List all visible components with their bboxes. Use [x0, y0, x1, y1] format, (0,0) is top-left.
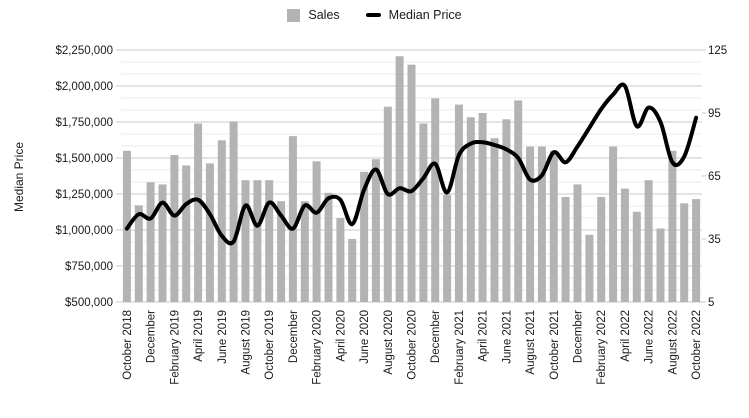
x-axis-tick-label: June 2021 — [501, 310, 513, 364]
sales-bar — [194, 123, 203, 302]
sales-bar — [324, 192, 333, 302]
sales-bar — [407, 64, 416, 302]
sales-bar — [466, 117, 475, 302]
sales-bar — [561, 197, 570, 302]
sales-bar — [265, 180, 274, 302]
left-axis-tick-label: $2,250,000 — [55, 45, 113, 57]
sales-bar — [336, 218, 345, 302]
x-axis-tick-label: August 2022 — [667, 310, 679, 375]
sales-bar — [597, 197, 606, 302]
x-axis-tick-label: April 2020 — [335, 310, 347, 362]
sales-swatch-icon — [287, 8, 301, 22]
sales-bar — [454, 104, 463, 302]
sales-bar — [360, 171, 369, 302]
sales-bar — [182, 165, 191, 302]
x-axis-tick-label: December — [430, 310, 442, 363]
x-axis-tick-label: August 2021 — [525, 310, 537, 375]
sales-bar — [573, 184, 582, 302]
median-price-swatch-icon — [365, 13, 381, 17]
left-axis-tick-label: $750,000 — [65, 261, 113, 273]
legend-median-price-label: Median Price — [388, 8, 462, 22]
sales-bar — [146, 182, 155, 302]
x-axis-tick-label: June 2020 — [359, 310, 371, 364]
sales-bar — [620, 188, 629, 302]
sales-bar — [668, 150, 677, 302]
sales-bar — [205, 163, 214, 302]
x-axis-tick-label: December — [573, 310, 585, 363]
sales-bar — [490, 138, 499, 302]
sales-bar — [443, 194, 452, 302]
sales-bar — [395, 56, 404, 302]
x-axis-tick-label: February 2020 — [312, 310, 324, 385]
sales-bar — [158, 184, 167, 302]
right-axis-tick-label: 95 — [708, 108, 721, 120]
right-axis-tick-label: 35 — [708, 234, 721, 246]
sales-bar — [383, 106, 392, 302]
x-axis-tick-label: October 2018 — [122, 310, 134, 380]
sales-bar — [680, 203, 689, 302]
sales-bar — [514, 100, 523, 303]
chart-legend: Sales Median Price — [0, 8, 749, 22]
right-axis-tick-label: 5 — [708, 297, 714, 309]
sales-bar — [632, 211, 641, 302]
x-axis-tick-label: February 2022 — [596, 310, 608, 385]
right-axis-tick-label: 65 — [708, 171, 721, 183]
x-axis-tick-label: February 2019 — [169, 310, 181, 385]
sales-bar — [134, 205, 143, 302]
x-axis-tick-label: October 2020 — [407, 310, 419, 380]
x-axis-tick-label: April 2021 — [478, 310, 490, 362]
sales-bar — [253, 180, 262, 302]
sales-bar — [241, 180, 250, 302]
sales-bar — [288, 136, 297, 302]
sales-bar — [656, 228, 665, 302]
median-price-line — [124, 82, 699, 246]
sales-bar — [478, 113, 487, 302]
sales-bar — [526, 146, 535, 302]
sales-bar — [277, 201, 286, 302]
sales-bar — [371, 159, 380, 302]
sales-bar — [217, 140, 226, 302]
left-axis-tick-label: $1,500,000 — [55, 153, 113, 165]
x-axis-tick-label: August 2019 — [241, 310, 253, 375]
sales-bar — [585, 234, 594, 302]
sales-bar — [537, 146, 546, 302]
legend-item-median-price: Median Price — [365, 8, 462, 22]
sales-bar — [300, 201, 309, 302]
sales-bar — [170, 155, 179, 302]
x-axis-tick-label: October 2019 — [264, 310, 276, 380]
sales-bar — [419, 123, 428, 302]
left-axis-title: Median Price — [12, 141, 26, 213]
legend-item-sales: Sales — [287, 8, 340, 22]
left-axis-tick-label: $1,250,000 — [55, 189, 113, 201]
sales-bar — [549, 150, 558, 302]
x-axis-tick-label: October 2022 — [691, 310, 703, 380]
sales-bar — [229, 121, 238, 303]
x-axis-tick-label: June 2022 — [644, 310, 656, 364]
sales-bar — [502, 119, 511, 302]
x-axis-tick-label: August 2020 — [383, 310, 395, 375]
left-axis-tick-label: $2,000,000 — [55, 81, 113, 93]
sales-bar — [431, 98, 440, 302]
sales-bar — [312, 161, 321, 302]
x-axis-tick-label: December — [146, 310, 158, 363]
x-axis-tick-label: April 2022 — [620, 310, 632, 362]
left-axis-tick-label: $1,000,000 — [55, 225, 113, 237]
right-axis-tick-label: 125 — [708, 45, 727, 57]
left-axis-tick-label: $500,000 — [65, 297, 113, 309]
legend-sales-label: Sales — [308, 8, 340, 22]
x-axis-tick-label: October 2021 — [549, 310, 561, 380]
x-axis-tick-label: December — [288, 310, 300, 363]
x-axis-tick-label: February 2021 — [454, 310, 466, 385]
x-axis-tick-label: June 2019 — [217, 310, 229, 364]
sales-bar — [692, 199, 701, 302]
sales-bar — [609, 146, 618, 302]
sales-bar — [348, 239, 357, 302]
x-axis-tick-label: April 2019 — [193, 310, 205, 362]
sales-bar — [644, 180, 653, 302]
left-axis-tick-label: $1,750,000 — [55, 117, 113, 129]
